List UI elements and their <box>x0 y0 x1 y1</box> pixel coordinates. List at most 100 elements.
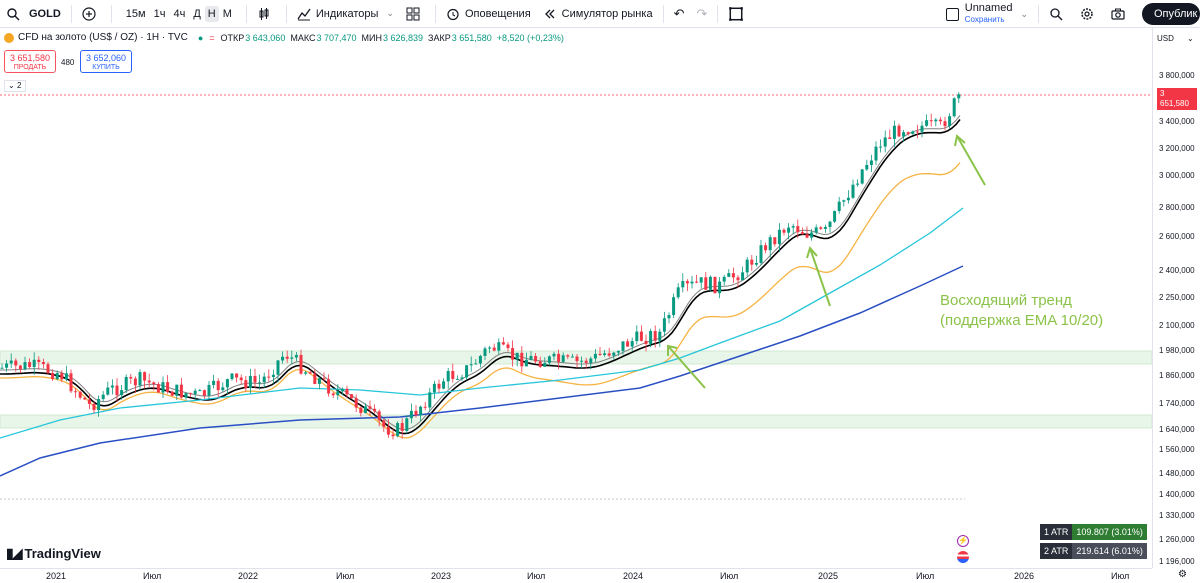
candle-body <box>23 362 27 370</box>
time-tick: Июл <box>720 571 739 581</box>
candle-body <box>92 403 96 411</box>
gold-symbol-icon <box>4 32 14 43</box>
settings-button[interactable] <box>1074 0 1105 28</box>
equals-icon[interactable]: = <box>209 32 215 43</box>
redo-button[interactable]: ↷ <box>690 0 713 28</box>
candle-body <box>193 390 197 394</box>
candle-body <box>419 406 423 416</box>
candle-body <box>492 347 496 351</box>
arrow-2 <box>809 247 831 307</box>
candle-body <box>294 354 298 358</box>
arrow-3 <box>956 135 986 186</box>
templates-button[interactable] <box>400 0 431 28</box>
candle-body <box>865 164 869 170</box>
legend-collapse-button[interactable]: ⌄ 2 <box>4 80 26 92</box>
price-axis[interactable]: 3 800,000 3 400,000 3 200,000 3 000,000 2 80… <box>1152 28 1200 568</box>
candle-body <box>754 262 758 265</box>
candle-body <box>626 341 630 347</box>
indicators-label: Индикаторы <box>315 7 379 20</box>
candle-body <box>5 363 9 368</box>
timeframe-4h[interactable]: 4ч <box>173 7 186 20</box>
undo-button[interactable]: ↶ <box>668 0 691 28</box>
candle-body <box>391 434 395 437</box>
timeframe-15m[interactable]: 15м <box>125 7 146 20</box>
candle-body <box>359 407 363 414</box>
candle-body <box>216 380 220 391</box>
candle-body <box>511 348 515 360</box>
candle-body <box>313 373 317 384</box>
price-tick: 2 600,000 <box>1159 232 1195 241</box>
candle-body <box>483 348 487 356</box>
candle-body <box>580 360 584 362</box>
compare-button[interactable] <box>76 0 107 28</box>
candle-body <box>37 359 41 362</box>
candle-body <box>377 411 381 421</box>
candle-body <box>235 373 239 378</box>
candle-body <box>938 119 942 122</box>
candle-body <box>860 169 864 184</box>
buy-price: 3 652,060 <box>85 53 127 63</box>
visibility-dot-icon[interactable]: ● <box>197 32 204 43</box>
candle-body <box>60 373 64 380</box>
timeframe-week[interactable]: Н <box>204 5 219 22</box>
candle-body <box>340 388 344 392</box>
screenshot-button[interactable] <box>1105 0 1136 28</box>
buy-label: КУПИТЬ <box>92 64 120 71</box>
price-tick: 1 860,000 <box>1159 371 1195 380</box>
candle-body <box>681 281 685 288</box>
candle-body <box>741 272 745 281</box>
chart-type-button[interactable] <box>251 0 282 28</box>
candle-body <box>184 393 188 398</box>
symbol-name: GOLD <box>29 7 61 20</box>
sell-button[interactable]: 3 651,580 ПРОДАТЬ <box>4 50 56 73</box>
candle-body <box>400 423 404 431</box>
candle-body <box>552 353 556 357</box>
candle-body <box>253 375 257 383</box>
price-tick: 2 800,000 <box>1159 203 1195 212</box>
support-zone-lower <box>0 414 1152 429</box>
indicators-button[interactable]: Индикаторы ⌄ <box>291 0 400 28</box>
replay-label: Симулятор рынка <box>561 7 653 20</box>
replay-button[interactable]: Симулятор рынка <box>537 0 659 28</box>
price-tick: 1 330,000 <box>1159 511 1195 520</box>
candle-body <box>520 352 524 367</box>
lightning-event-icon[interactable]: ⚡ <box>957 535 969 547</box>
candle-body <box>713 276 717 294</box>
instrument-title[interactable]: CFD на золото (US$ / OZ) · 1H · TVC <box>18 32 188 43</box>
chevron-down-icon[interactable]: ⌄ <box>1187 34 1194 43</box>
timeframe-1h[interactable]: 1ч <box>153 7 166 20</box>
candle-body <box>764 245 768 251</box>
quick-search-button[interactable] <box>1043 0 1074 28</box>
magnifier-icon <box>1050 8 1063 21</box>
candle-body <box>64 373 68 380</box>
annotation-line-1: Восходящий тренд <box>940 292 1072 309</box>
price-chart[interactable] <box>0 28 1152 568</box>
timeframe-month[interactable]: М <box>222 7 232 20</box>
candle-body <box>354 398 358 408</box>
us-flag-event-icon[interactable] <box>957 551 969 563</box>
candle-body <box>561 355 565 362</box>
candle-body <box>534 356 538 362</box>
candle-body <box>156 384 160 393</box>
time-axis[interactable]: 2021 Июл 2022 Июл 2023 Июл 2024 Июл 2025 Июл 2026 И… <box>0 568 1152 583</box>
candle-body <box>529 356 533 360</box>
timeframe-day[interactable]: Д <box>193 7 201 20</box>
low-value: 3 626,839 <box>383 32 424 43</box>
candle-body <box>299 354 303 374</box>
candle-body <box>570 356 574 358</box>
layout-menu[interactable]: Unnamed Сохранить ⌄ <box>940 0 1034 28</box>
symbol-search[interactable]: GOLD <box>0 0 67 28</box>
alerts-button[interactable]: Оповещения <box>440 0 537 28</box>
tradingview-logo[interactable]: ▮◢ TradingView <box>6 545 101 562</box>
candle-body <box>308 372 312 374</box>
candle-body <box>336 391 340 396</box>
price-tick: 2 100,000 <box>1159 321 1195 330</box>
publish-button[interactable]: Опублик <box>1142 3 1200 25</box>
buy-button[interactable]: 3 652,060 КУПИТЬ <box>80 50 132 73</box>
fullscreen-button[interactable] <box>722 0 755 28</box>
candle-body <box>271 374 275 378</box>
candle-body <box>32 359 36 367</box>
currency-label[interactable]: USD <box>1157 34 1174 43</box>
open-label: ОТКР <box>220 32 245 43</box>
axis-settings-icon[interactable]: ⚙ <box>1178 569 1187 580</box>
